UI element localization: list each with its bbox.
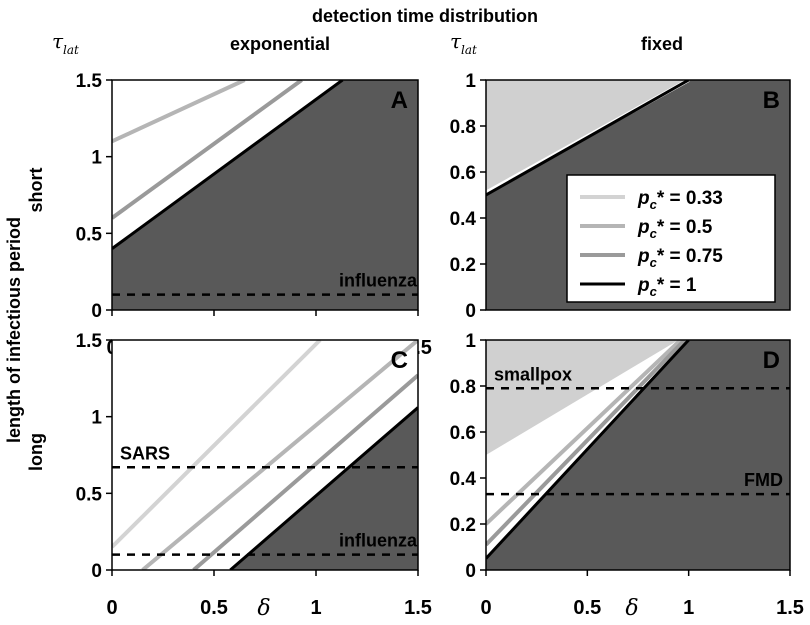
ylabel-sub: lat bbox=[461, 43, 477, 57]
series-line bbox=[112, 80, 303, 220]
panel-label: C bbox=[391, 347, 408, 374]
plot-area bbox=[486, 340, 790, 570]
legend-label: pc* = 1 bbox=[637, 275, 697, 299]
x-tick-label: 0.5 bbox=[573, 597, 601, 619]
series-line bbox=[192, 373, 418, 570]
legend-label: pc* = 0.75 bbox=[637, 246, 723, 270]
x-tick-label: 1.5 bbox=[404, 597, 432, 619]
y-tick-label: 0 bbox=[91, 561, 102, 582]
legend-label: pc* = 0.33 bbox=[637, 188, 723, 212]
ylabel-tau: τ bbox=[52, 29, 64, 53]
series-line bbox=[486, 340, 690, 560]
y-tick-label: 1 bbox=[465, 71, 476, 92]
y-tick-label: 1 bbox=[465, 331, 476, 352]
plot-area bbox=[112, 80, 418, 310]
panel-label: D bbox=[763, 347, 780, 374]
col-title-fixed: fixed bbox=[641, 34, 683, 54]
x-axis-symbol-left: δ bbox=[257, 596, 270, 621]
legend: pc* = 0.33 pc* = 0.5 pc* = 0.75 pc* = 1 bbox=[566, 174, 776, 303]
panel-label: B bbox=[763, 87, 780, 114]
legend-label: pc* = 0.5 bbox=[637, 217, 713, 241]
series-line bbox=[141, 340, 418, 570]
x-tick-label: 0.5 bbox=[200, 597, 228, 619]
plot-area bbox=[112, 340, 418, 570]
y-tick-label: 0.8 bbox=[450, 377, 476, 398]
y-axis-title: length of infectious period bbox=[4, 217, 24, 443]
ylabel-symbol-top-right: τ lat bbox=[450, 29, 477, 57]
y-tick-label: 0 bbox=[465, 561, 476, 582]
x-tick-label: 0 bbox=[480, 597, 491, 619]
panels: influenza A 0 0.5 1 1.5 0 0.5 1 1.5 B 0 0.2 0.4 0.6 0.8… bbox=[76, 71, 804, 619]
y-tick-label: 1.5 bbox=[76, 71, 103, 92]
x-tick-label: 1 bbox=[683, 597, 694, 619]
ylabel-symbol-top-left: τ lat bbox=[52, 29, 79, 57]
x-tick-label: 0 bbox=[106, 597, 117, 619]
panel-c: SARS influenza C 0 0.5 1 1.5 0 0.5 1 1.5 bbox=[76, 331, 432, 619]
row-label-long: long bbox=[26, 433, 46, 471]
y-tick-label: 0.2 bbox=[450, 515, 476, 536]
reference-label: FMD bbox=[744, 470, 783, 490]
reference-label: influenza bbox=[339, 271, 418, 291]
header-title: detection time distribution bbox=[312, 6, 538, 26]
y-tick-label: 0.6 bbox=[450, 163, 476, 184]
series-line bbox=[112, 80, 246, 144]
x-tick-label: 1 bbox=[310, 597, 321, 619]
y-tick-label: 0.5 bbox=[76, 224, 103, 245]
ylabel-tau: τ bbox=[450, 29, 462, 53]
dark-region bbox=[486, 340, 790, 570]
y-tick-label: 0.4 bbox=[450, 469, 477, 490]
y-tick-label: 1 bbox=[91, 148, 102, 169]
panel-d: smallpox FMD D 0 0.2 0.4 0.6 0.8 1 0 0.5 1 1.5 bbox=[450, 331, 804, 619]
y-tick-label: 0.4 bbox=[450, 209, 477, 230]
y-tick-label: 0 bbox=[91, 301, 102, 322]
light-region bbox=[486, 340, 679, 455]
y-tick-label: 0 bbox=[465, 301, 476, 322]
reference-label: SARS bbox=[120, 443, 170, 463]
col-title-exponential: exponential bbox=[230, 34, 330, 54]
y-tick-label: 1 bbox=[91, 408, 102, 429]
reference-label: influenza bbox=[339, 531, 418, 551]
x-tick-label: 1.5 bbox=[776, 597, 804, 619]
y-tick-label: 0.6 bbox=[450, 423, 476, 444]
series-line bbox=[229, 406, 418, 570]
panel-label: A bbox=[391, 87, 408, 114]
y-tick-label: 0.8 bbox=[450, 117, 476, 138]
series-line bbox=[112, 340, 322, 549]
plot-frame bbox=[485, 79, 791, 311]
y-tick-label: 0.5 bbox=[76, 484, 103, 505]
plot-frame bbox=[111, 339, 419, 571]
plot-frame bbox=[111, 79, 419, 311]
series-line bbox=[486, 340, 687, 547]
plot-frame bbox=[485, 339, 791, 571]
ylabel-sub: lat bbox=[63, 43, 79, 57]
dark-region bbox=[112, 80, 418, 310]
x-axis-symbol-right: δ bbox=[625, 596, 638, 621]
series-line bbox=[486, 80, 690, 197]
reference-label: smallpox bbox=[494, 364, 572, 384]
row-label-short: short bbox=[26, 167, 46, 212]
y-tick-label: 0.2 bbox=[450, 255, 476, 276]
y-tick-label: 1.5 bbox=[76, 331, 103, 352]
series-line bbox=[112, 80, 344, 250]
